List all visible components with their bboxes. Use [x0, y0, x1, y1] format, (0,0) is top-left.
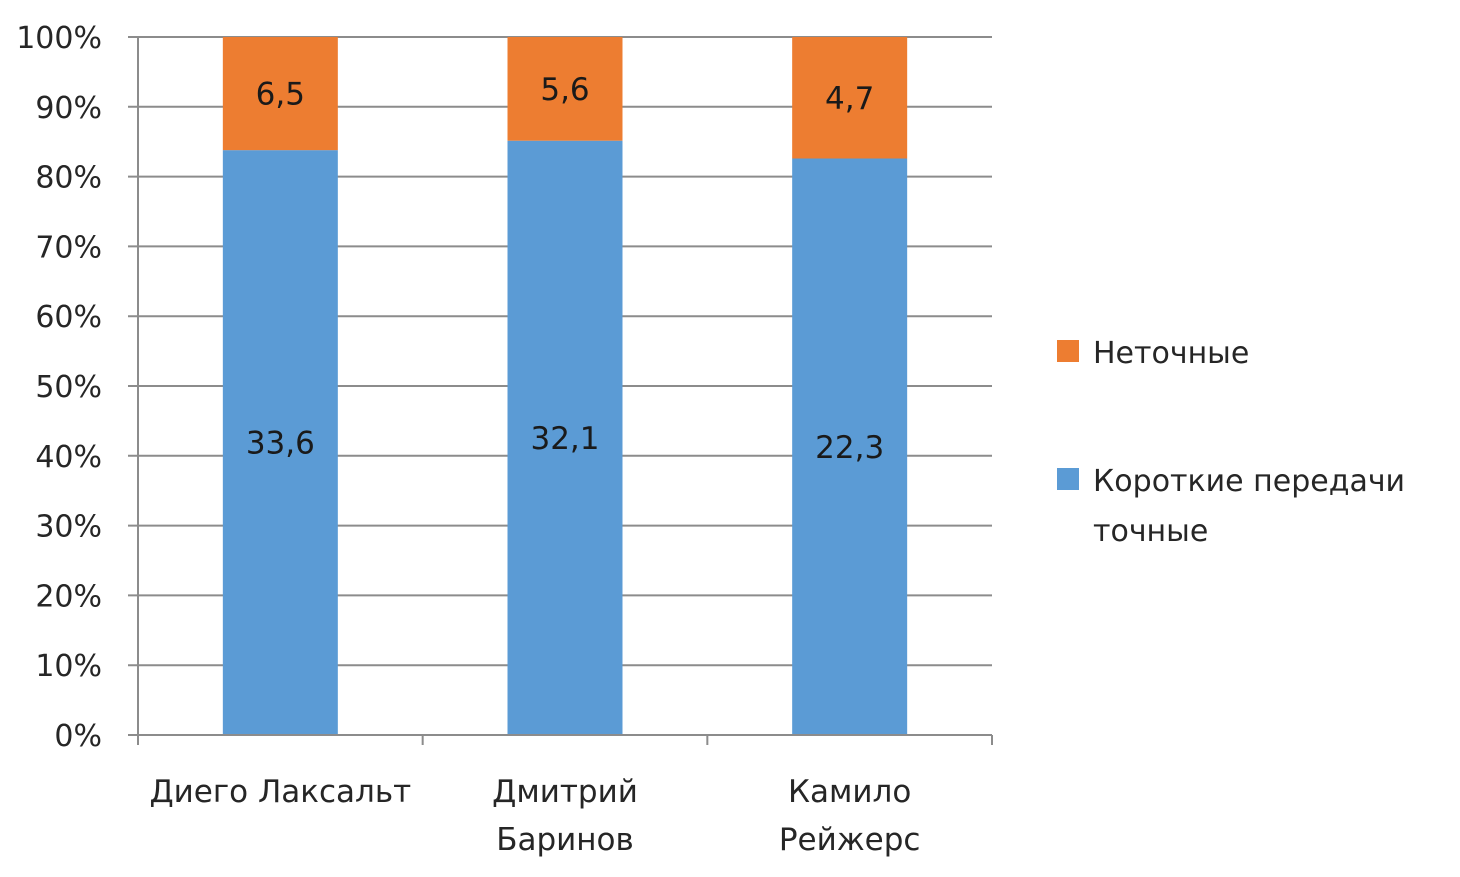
x-axis-category-labels: Диего Лаксальт Дмитрий Баринов Камило Рейжер… [149, 774, 920, 858]
y-tick-label: 60% [35, 300, 102, 335]
legend-label: точные [1093, 514, 1208, 549]
y-tick-label: 0% [54, 719, 102, 754]
y-tick-label: 100% [16, 21, 102, 56]
y-tick-label: 50% [35, 370, 102, 405]
y-tick-label: 80% [35, 161, 102, 196]
data-label: 22,3 [815, 430, 884, 466]
data-labels: 33,6 6,5 32,1 5,6 22,3 4,7 [246, 72, 884, 466]
y-tick-label: 90% [35, 91, 102, 126]
data-label: 5,6 [540, 72, 589, 108]
y-tick-label: 40% [35, 440, 102, 475]
x-category-label: Камило [788, 774, 911, 810]
x-category-label: Баринов [496, 822, 634, 858]
axes [137, 37, 993, 745]
bar-segment [507, 140, 623, 735]
bar-segment [507, 37, 623, 141]
legend-label: Неточные [1093, 336, 1249, 371]
legend: Неточные Короткие передачи точные [1057, 336, 1405, 549]
data-label: 6,5 [256, 77, 305, 113]
legend-swatch [1057, 340, 1079, 362]
y-axis-tick-labels: 0% 10% 20% 30% 40% 50% 60% 70% 80% 90% 100% [16, 21, 102, 754]
data-label: 4,7 [825, 81, 874, 117]
y-tick-label: 30% [35, 510, 102, 545]
bar-segment [792, 37, 908, 159]
bar-segment [222, 150, 338, 735]
y-tick-label: 70% [35, 230, 102, 265]
legend-swatch [1057, 468, 1079, 490]
bar-segment [792, 158, 908, 735]
legend-label: Короткие передачи [1093, 464, 1405, 499]
data-label: 32,1 [530, 421, 599, 457]
data-label: 33,6 [246, 426, 315, 462]
y-tick-label: 20% [35, 579, 102, 614]
x-category-label: Рейжерс [779, 822, 921, 858]
bar-stacks [222, 37, 908, 735]
x-category-label: Диего Лаксальт [149, 774, 411, 810]
x-category-label: Дмитрий [492, 774, 638, 810]
y-tick-label: 10% [35, 649, 102, 684]
bar-segment [222, 37, 338, 151]
